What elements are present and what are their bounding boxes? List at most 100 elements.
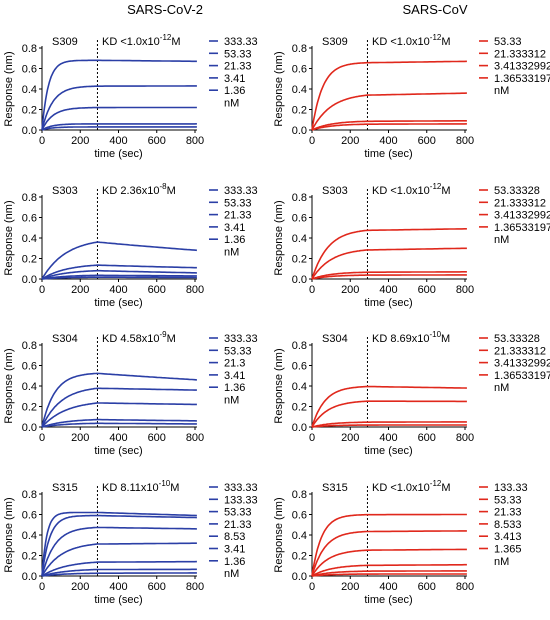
kd-unit: M [441, 185, 450, 197]
x-tick-label: 400 [109, 284, 127, 296]
series-line-5 [311, 573, 467, 577]
y-tick-label: 0.2 [292, 402, 307, 414]
series-line-4 [41, 126, 197, 131]
antibody-label: S304 [52, 333, 78, 345]
series-line-4 [311, 570, 467, 577]
series-line-3 [311, 123, 467, 131]
y-tick-label: 0.2 [22, 551, 37, 563]
legend-label: 133.33 [224, 494, 258, 506]
y-tick-label: 0.0 [292, 422, 307, 434]
x-tick-label: 0 [39, 284, 45, 296]
legend-label: 133.33 [494, 482, 528, 494]
x-tick-label: 600 [148, 432, 166, 444]
y-tick-label: 0.0 [292, 125, 307, 137]
series-line-1 [311, 247, 467, 280]
x-tick-label: 200 [71, 581, 89, 593]
chart-panel-6: 0.0 0.2 0.4 0.6 0.8 0 200 400 600 800 time (sec) Re… [3, 479, 258, 606]
series-line-1 [311, 400, 467, 428]
x-tick-label: 800 [456, 432, 474, 444]
y-tick-label: 0.8 [22, 489, 37, 501]
legend-label: 8.53 [224, 531, 245, 543]
x-tick-label: 600 [148, 581, 166, 593]
y-tick-label: 0.8 [292, 192, 307, 204]
x-tick-label: 200 [341, 432, 359, 444]
series-line-0 [311, 60, 467, 131]
y-tick-label: 0.2 [292, 105, 307, 117]
kd-exponent: -12 [160, 33, 172, 42]
antibody-label: S303 [52, 185, 78, 197]
series-line-2 [41, 526, 197, 577]
y-tick-label: 0.6 [22, 361, 37, 373]
legend-label: 8.533 [494, 519, 522, 531]
kd-label: KD <1.0x10-12M [372, 479, 451, 494]
series-line-3 [311, 563, 467, 577]
legend-label: 3.41 [224, 544, 245, 556]
y-tick-label: 0.2 [22, 402, 37, 414]
x-tick-label: 800 [186, 432, 204, 444]
y-tick-label: 0.2 [292, 551, 307, 563]
y-tick-label: 0.6 [292, 64, 307, 76]
chart-panel-2: 0.0 0.2 0.4 0.6 0.8 0 200 400 600 800 time (sec) Re… [3, 182, 258, 309]
x-axis-label: time (sec) [364, 148, 412, 160]
kd-unit: M [167, 333, 176, 345]
series-line-2 [41, 402, 197, 428]
y-tick-label: 0.4 [22, 381, 37, 393]
series-line-4 [41, 422, 197, 428]
legend-label: 21.333312 [494, 48, 546, 60]
x-tick-label: 600 [148, 284, 166, 296]
x-tick-label: 0 [309, 432, 315, 444]
x-axis-label: time (sec) [364, 594, 412, 606]
legend-label: 333.33 [224, 185, 258, 197]
x-tick-label: 200 [71, 432, 89, 444]
y-axis-label: Response (nm) [3, 51, 15, 126]
kd-unit: M [441, 36, 450, 48]
y-tick-label: 0.8 [292, 43, 307, 55]
x-tick-label: 800 [186, 581, 204, 593]
x-tick-label: 200 [341, 581, 359, 593]
legend-unit: nM [224, 247, 239, 259]
kd-unit: M [441, 333, 450, 345]
legend-unit: nM [224, 98, 239, 110]
legend-label: 3.41 [224, 370, 245, 382]
antibody-label: S309 [322, 36, 348, 48]
kd-exponent: -10 [429, 330, 441, 339]
y-axis-label: Response (nm) [3, 200, 15, 275]
y-tick-label: 0.2 [22, 105, 37, 117]
legend-label: 3.413 [494, 531, 522, 543]
antibody-label: S315 [52, 482, 78, 494]
x-tick-label: 600 [418, 432, 436, 444]
y-tick-label: 0.2 [22, 254, 37, 266]
series-line-5 [41, 568, 197, 577]
y-tick-label: 0.6 [292, 510, 307, 522]
x-tick-label: 400 [379, 135, 397, 147]
x-tick-label: 400 [379, 581, 397, 593]
series-line-3 [41, 418, 197, 428]
x-tick-label: 600 [148, 135, 166, 147]
y-axis-label: Response (nm) [273, 200, 285, 275]
x-tick-label: 800 [186, 135, 204, 147]
antibody-label: S309 [52, 36, 78, 48]
x-tick-label: 400 [379, 432, 397, 444]
x-axis-label: time (sec) [94, 594, 142, 606]
legend-unit: nM [224, 568, 239, 580]
x-tick-label: 400 [379, 284, 397, 296]
x-tick-label: 800 [456, 284, 474, 296]
kd-exponent: -8 [159, 182, 167, 191]
y-axis-label: Response (nm) [273, 51, 285, 126]
kd-unit: M [171, 36, 180, 48]
chart-panel-3: 0.0 0.2 0.4 0.6 0.8 0 200 400 600 800 time (sec) Re… [273, 182, 550, 309]
chart-panel-5: 0.0 0.2 0.4 0.6 0.8 0 200 400 600 800 time (sec) Re… [273, 330, 550, 457]
legend-label: 53.33 [494, 36, 522, 48]
x-tick-label: 600 [418, 284, 436, 296]
y-tick-label: 0.0 [292, 274, 307, 286]
series-line-3 [41, 123, 197, 131]
series-line-1 [311, 92, 467, 131]
legend-unit: nM [494, 382, 509, 394]
legend-label: 3.41332992 [494, 358, 550, 370]
legend-label: 1.36 [224, 556, 245, 568]
kd-label: KD 4.58x10-9M [102, 330, 176, 345]
series-line-1 [41, 264, 197, 280]
legend-label: 1.36 [224, 382, 245, 394]
